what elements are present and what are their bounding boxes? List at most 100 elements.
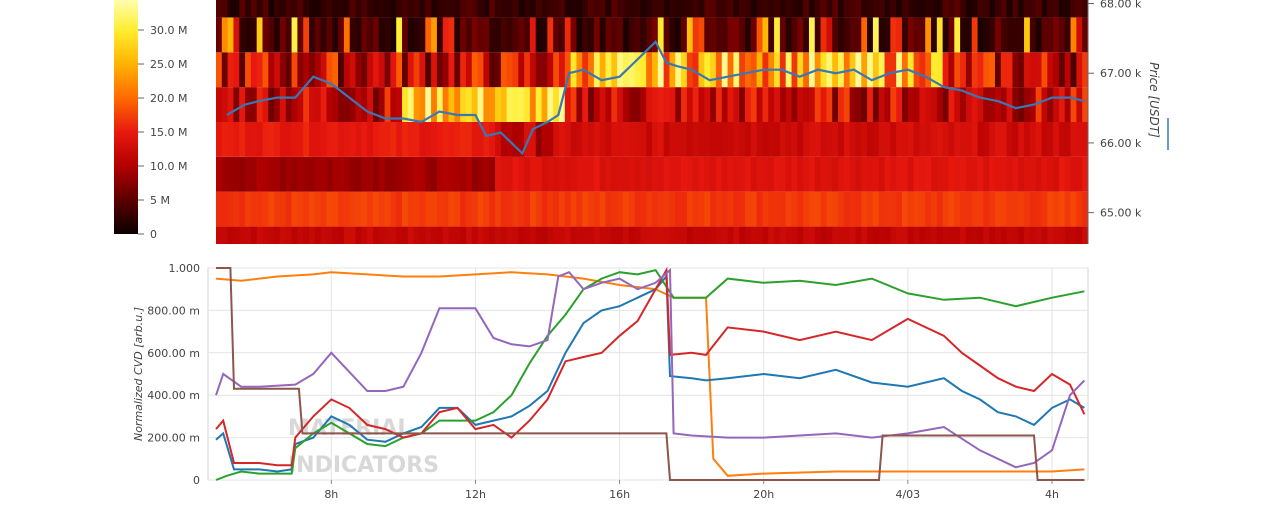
heatmap-cell [599,52,606,88]
heatmap-cell [907,191,914,227]
heatmap-cell [250,226,258,244]
heatmap-cell [588,0,595,18]
heatmap-cell [681,0,688,18]
heatmap-cell [849,0,856,18]
heatmap-cell [646,87,653,122]
heatmap-cell [582,122,589,157]
heatmap-cell [454,122,461,157]
price-line [226,39,1085,156]
heatmap-cell [1047,156,1054,192]
heatmap-cell [808,156,816,192]
heatmap-cell [465,0,473,18]
heatmap-cell [285,0,292,18]
heatmap-cell [617,17,624,53]
heatmap-cell [355,52,362,88]
heatmap-cell [756,0,763,18]
heatmap-cell [1082,52,1089,88]
heatmap-cell [372,17,380,53]
heatmap-cell [512,52,519,88]
heatmap-cell [576,17,583,53]
heatmap-cell [622,0,630,18]
heatmap-cell [570,156,577,192]
heatmap-cell [652,0,659,18]
heatmap-cell [1000,0,1008,18]
heatmap-cell [867,0,874,18]
heatmap-cell [832,156,839,192]
heatmap-cell [326,87,333,122]
heatmap-cell [634,52,641,88]
heatmap-cell [396,87,403,122]
heatmap-cell [221,191,229,227]
heatmap-cell [233,0,240,18]
heatmap-cell [727,226,734,244]
heatmap-cell [628,191,635,227]
heatmap-cell [524,191,531,227]
heatmap-cell [489,17,496,53]
heatmap-cell [413,191,420,227]
heatmap-cell [861,122,868,157]
heatmap-cell [727,87,734,122]
heatmap-cell [919,191,926,227]
heatmap-cell [250,191,258,227]
heatmap-cell [936,122,944,157]
heatmap-cell [390,17,397,53]
heatmap-cell [309,156,316,192]
heatmap-cell [901,0,909,18]
heatmap-cell [681,17,688,53]
heatmap-cell [820,17,827,53]
heatmap-cell [855,52,862,88]
heatmap-cell [681,191,688,227]
heatmap-cell [617,226,624,244]
heatmap-cell [1018,191,1025,227]
heatmap-cell [599,0,606,18]
heatmap-cell [739,156,746,192]
heatmap-cell [285,156,292,192]
heatmap-cell [495,191,502,227]
heatmap-cell [803,17,810,53]
heatmap-cell [954,156,961,192]
heatmap-cell [570,122,577,157]
heatmap-cell [692,226,699,244]
heatmap-cell [343,156,351,192]
heatmap-cell [506,226,513,244]
heatmap-cell [535,0,542,18]
heatmap-cell [628,226,635,244]
heatmap-cell [355,0,362,18]
heatmap-cell [250,122,258,157]
heatmap-cell [274,226,281,244]
heatmap-cell [524,87,531,122]
heatmap-cell [332,156,339,192]
heatmap-cell [634,122,641,157]
heatmap-cell [803,52,810,88]
heatmap-cell [622,191,630,227]
heatmap-cell [221,0,229,18]
heatmap-cell [785,191,792,227]
heatmap-cell [1053,156,1060,192]
cvd-panel: 0 200.00 m 400.00 m 600.00 m 800.00 m 1.000 8h… [132,262,1089,501]
heatmap-cell [1012,191,1019,227]
heatmap-cell [1064,17,1071,53]
heatmap-cell [936,226,944,244]
heatmap-cell [338,156,345,192]
heatmap-cell [1000,17,1008,53]
heatmap-cell [1053,122,1060,157]
heatmap-cell [663,87,670,122]
heatmap-cell [343,122,351,157]
heatmap-cell [971,17,978,53]
heatmap-cell [686,122,694,157]
heatmap-cell [756,87,763,122]
heatmap-cell [495,17,502,53]
heatmap-cell [715,156,723,192]
heatmap-cell [297,191,304,227]
heatmap-cell [419,0,426,18]
heatmap-cell [721,226,728,244]
heatmap-cell [250,87,258,122]
heatmap-cell [640,87,647,122]
heatmap-cell [396,17,403,53]
heatmap-cell [698,226,705,244]
heatmap-cell [309,191,316,227]
heatmap-cell [948,226,955,244]
heatmap-cell [797,52,804,88]
heatmap-cell [320,226,327,244]
heatmap-cell [1018,226,1025,244]
